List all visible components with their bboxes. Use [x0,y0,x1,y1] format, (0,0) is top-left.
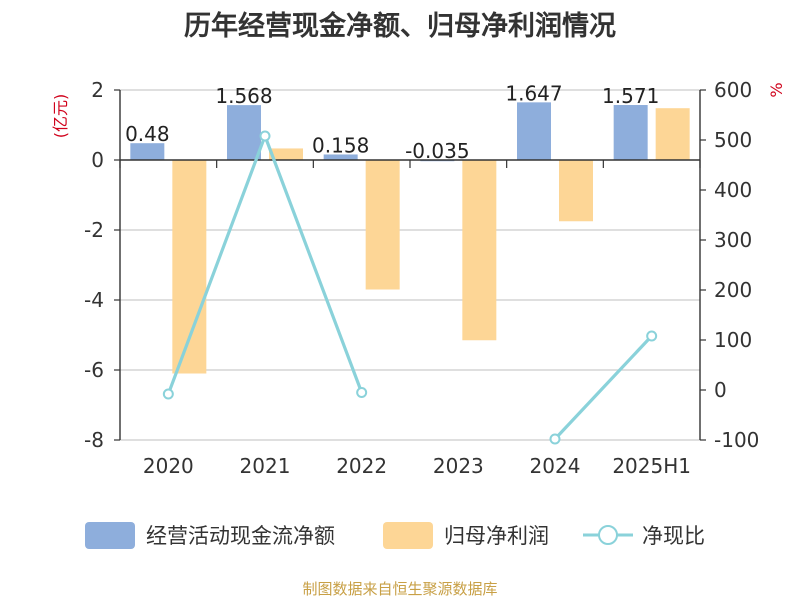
x-axis-tick: 2025H1 [612,454,691,478]
legend-swatch-net-profit [383,522,433,549]
left-axis-tick: 0 [91,148,104,172]
right-axis-tick: -100 [714,428,759,452]
bar-net-profit-2023 [462,160,497,341]
bar-value-label: -0.035 [405,139,469,163]
right-axis-tick: 300 [714,228,752,252]
right-axis-tick: 0 [714,378,727,402]
bar-net-profit-2022 [365,160,400,290]
ratio-point-2024 [549,433,561,445]
ratio-point-2025H1 [646,330,658,342]
bar-cash-flow-2025H1 [613,105,648,160]
left-axis-tick: -2 [84,218,104,242]
bar-value-label: 1.647 [505,81,562,105]
right-axis-tick: 600 [714,78,752,102]
x-axis-tick: 2020 [143,454,194,478]
bar-cash-flow-2021 [227,105,261,160]
x-axis-tick: 2023 [433,454,484,478]
left-axis-tick: -8 [84,428,104,452]
left-axis-tick: -4 [84,288,104,312]
bar-value-label: 1.571 [602,84,659,108]
right-axis-tick: 500 [714,128,752,152]
right-axis-tick: 400 [714,178,752,202]
legend-label-cash-flow: 经营活动现金流净额 [146,524,335,548]
left-axis-tick: 2 [91,78,104,102]
ratio-point-2022 [356,387,368,398]
ratio-point-2020 [162,388,174,400]
bar-net-profit-2021 [269,148,303,160]
legend-swatch-ratio-marker [598,525,618,545]
bar-net-profit-2025H1 [655,108,690,160]
ratio-point-2021 [259,130,271,142]
legend-label-net-profit: 归母净利润 [444,524,549,548]
right-axis-tick: 100 [714,328,752,352]
bar-value-label: 1.568 [215,84,272,108]
right-axis-unit: % [767,82,786,97]
legend-label-ratio: 净现比 [642,524,705,548]
x-axis-tick: 2021 [240,454,291,478]
x-axis-tick: 2022 [336,454,387,478]
x-axis-tick: 2024 [530,454,581,478]
bar-value-label: 0.48 [125,122,170,146]
left-axis-unit: (亿元) [51,94,70,139]
bar-net-profit-2024 [559,160,593,222]
legend-swatch-cash-flow [85,522,135,549]
ratio-line-segment [553,334,653,441]
source-note: 制图数据来自恒生聚源数据库 [302,580,498,598]
left-axis-tick: -6 [84,358,104,382]
bar-cash-flow-2024 [517,102,551,160]
chart-title: 历年经营现金净额、归母净利润情况 [184,11,616,42]
bar-cash-flow-2022 [323,154,358,160]
bar-cash-flow-2020 [130,143,165,160]
bar-value-label: 0.158 [312,133,369,157]
right-axis-tick: 200 [714,278,752,302]
